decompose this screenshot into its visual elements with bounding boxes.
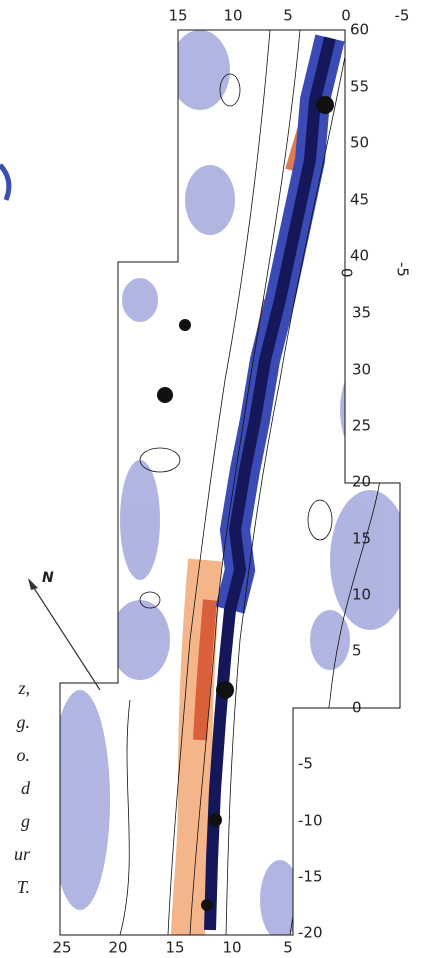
tick-label: -5 <box>394 262 412 277</box>
tick-label: 5 <box>283 7 293 25</box>
tick-label: 15 <box>352 530 371 548</box>
tick-label: 10 <box>223 7 242 25</box>
tick-label: 10 <box>352 586 371 604</box>
tick-label: 15 <box>168 7 187 25</box>
caption-text: g <box>21 811 30 831</box>
tick-label: 15 <box>165 939 184 957</box>
tick-label: 0 <box>352 699 362 717</box>
high-band <box>171 558 222 935</box>
caption-text: ur <box>14 844 31 864</box>
tick-label: 60 <box>350 21 369 39</box>
caption-fragments: z, g. o. d g ur T. <box>14 678 31 897</box>
tick-label: 0 <box>338 268 356 278</box>
tick-label: 0 <box>341 7 351 25</box>
contours <box>119 30 381 935</box>
tick-label: 25 <box>352 417 371 435</box>
cropped-shape <box>0 163 12 201</box>
spots <box>157 96 334 911</box>
caption-text: z, <box>17 678 30 698</box>
right-axis-bottom: -5 -10 -15 -20 <box>298 755 323 942</box>
top-panel-bottom: 0 -5 <box>338 262 412 278</box>
high-core <box>193 599 217 741</box>
north-arrow: N <box>28 570 101 691</box>
tick-label: -10 <box>298 812 323 830</box>
tick-label: 10 <box>222 939 241 957</box>
tick-label: 20 <box>108 939 127 957</box>
tick-label: 25 <box>52 939 71 957</box>
tick-label: 5 <box>283 939 293 957</box>
tick-label: 55 <box>350 78 369 96</box>
caption-text: d <box>21 778 31 798</box>
tick-label: -5 <box>298 755 313 773</box>
tick-label: -15 <box>298 868 323 886</box>
right-axis-top: 60 55 50 45 40 <box>350 21 369 265</box>
tick-label: 20 <box>352 473 371 491</box>
tick-label: -5 <box>395 7 410 25</box>
right-axis-middle: 35 30 25 20 15 10 5 0 <box>352 304 371 717</box>
north-label: N <box>42 570 54 586</box>
caption-text: g. <box>17 712 31 732</box>
tick-label: 40 <box>350 247 369 265</box>
tick-label: 5 <box>352 642 362 660</box>
survey-outline <box>59 29 401 936</box>
tick-label: 45 <box>350 191 369 209</box>
tick-label: 35 <box>352 304 371 322</box>
tick-label: 30 <box>352 361 371 379</box>
top-axis: 15 10 5 0 -5 <box>168 7 409 25</box>
tick-label: -20 <box>298 924 323 942</box>
caption-text: T. <box>17 877 30 897</box>
caption-text: o. <box>17 745 31 765</box>
tick-label: 50 <box>350 134 369 152</box>
low-core <box>204 36 336 931</box>
bottom-axis: 25 20 15 10 5 <box>52 939 292 957</box>
